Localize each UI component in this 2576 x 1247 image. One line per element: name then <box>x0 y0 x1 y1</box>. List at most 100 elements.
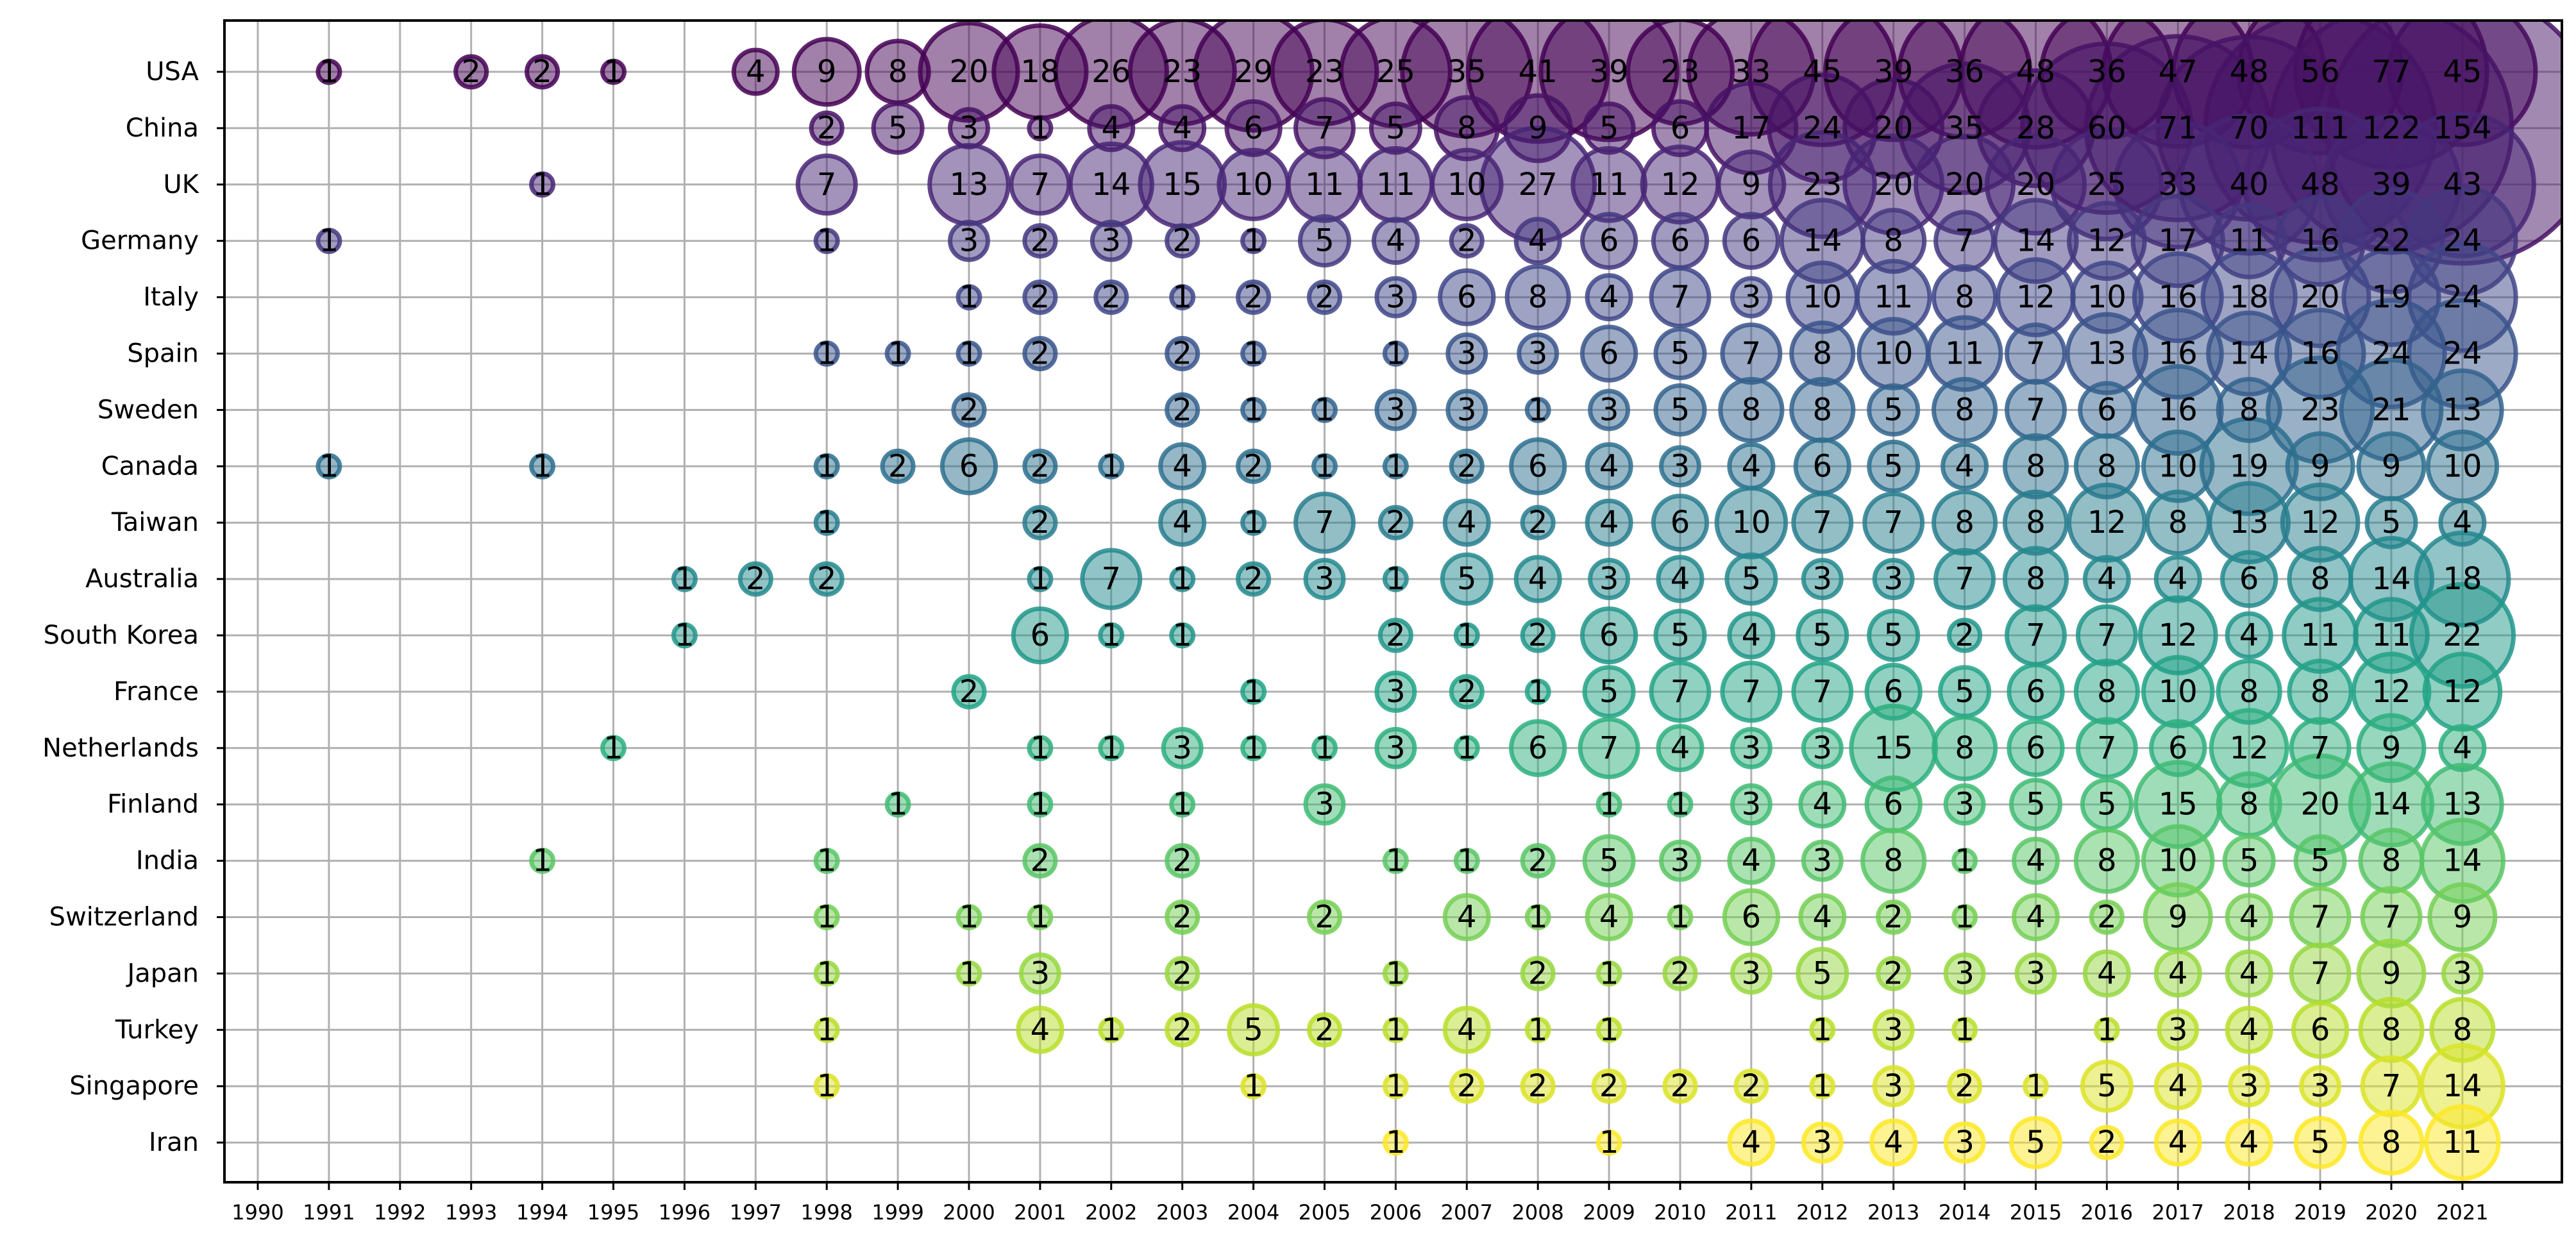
y-tick-label-australia: Australia <box>85 564 199 594</box>
bubble-label-sweden-2005: 1 <box>1315 392 1334 428</box>
bubble-label-uk-2007: 10 <box>1447 167 1486 203</box>
bubble-label-netherlands-1995: 1 <box>603 730 623 766</box>
bubble-label-netherlands-2020: 9 <box>2382 730 2402 766</box>
bubble-usa-1995 <box>600 58 627 85</box>
bubble-taiwan-2012 <box>1791 491 1854 554</box>
bubble-label-canada-1991: 1 <box>319 448 339 484</box>
x-tick-label-2007: 2007 <box>1441 1200 1493 1225</box>
bubble-label-south-korea-2011: 4 <box>1742 617 1762 653</box>
bubble-label-germany-2013: 8 <box>1883 223 1903 259</box>
bubble-japan-2010 <box>1662 955 1698 991</box>
bubble-label-turkey-2016: 1 <box>2097 1012 2117 1048</box>
bubble-label-spain-2009: 6 <box>1599 336 1619 372</box>
bubble-label-canada-1999: 2 <box>888 448 908 484</box>
bubble-label-japan-2000: 1 <box>959 955 979 991</box>
bubble-germany-1998 <box>813 228 840 255</box>
bubble-label-australia-2009: 3 <box>1599 561 1619 597</box>
bubble-label-italy-2011: 3 <box>1742 280 1762 315</box>
bubble-italy-2010 <box>1649 266 1712 329</box>
bubble-finland-2001 <box>1027 791 1054 818</box>
bubble-singapore-2016 <box>2080 1059 2134 1113</box>
y-tick-label-germany: Germany <box>81 226 199 256</box>
bubble-label-spain-2012: 8 <box>1813 336 1833 372</box>
bubble-india-2011 <box>1727 837 1776 885</box>
bubble-india-2012 <box>1801 839 1844 882</box>
bubble-turkey-2008 <box>1524 1016 1551 1043</box>
bubble-label-taiwan-2003: 4 <box>1172 505 1192 540</box>
bubble-label-finland-2020: 14 <box>2371 787 2411 823</box>
bubble-label-south-korea-2016: 7 <box>2097 617 2117 653</box>
bubble-canada-1999 <box>880 448 916 484</box>
bubble-italy-2007 <box>1438 268 1496 326</box>
bubble-australia-2010 <box>1656 555 1705 603</box>
bubble-label-uk-2004: 10 <box>1234 167 1273 203</box>
bubble-germany-1991 <box>316 228 342 255</box>
bubble-label-japan-2017: 4 <box>2168 955 2188 991</box>
bubble-taiwan-2005 <box>1293 491 1356 554</box>
bubble-germany-2008 <box>1513 217 1562 265</box>
bubble-india-2016 <box>2073 828 2140 894</box>
bubble-south-korea-2014 <box>1947 617 1983 653</box>
bubble-label-spain-2007: 3 <box>1457 336 1477 372</box>
bubble-germany-2003 <box>1165 223 1200 259</box>
bubble-netherlands-1995 <box>600 735 627 762</box>
bubble-label-south-korea-2017: 12 <box>2159 617 2198 653</box>
bubble-label-finland-2013: 6 <box>1883 787 1903 823</box>
bubble-india-2001 <box>1022 843 1058 879</box>
bubble-france-2010 <box>1649 660 1712 723</box>
bubble-japan-2014 <box>1943 952 1986 995</box>
bubble-label-usa-1991: 1 <box>319 54 339 90</box>
bubble-label-usa-2004: 29 <box>1234 54 1273 90</box>
bubble-label-uk-2016: 25 <box>2087 167 2126 203</box>
bubble-india-2013 <box>1860 828 1927 894</box>
bubble-label-spain-2021: 24 <box>2443 336 2482 372</box>
bubble-south-korea-2007 <box>1453 622 1480 649</box>
bubble-label-usa-1998: 9 <box>817 54 837 90</box>
bubble-label-singapore-1998: 1 <box>817 1068 837 1104</box>
bubble-label-australia-2011: 5 <box>1742 561 1762 597</box>
bubble-label-japan-1998: 1 <box>817 955 837 991</box>
y-tick-label-france: France <box>114 677 199 707</box>
bubble-finland-1999 <box>884 791 911 818</box>
y-tick-label-iran: Iran <box>149 1128 199 1157</box>
bubble-label-italy-2009: 4 <box>1599 280 1619 315</box>
bubble-label-singapore-2010: 2 <box>1671 1068 1690 1104</box>
bubble-label-netherlands-2014: 8 <box>1955 730 1974 766</box>
bubble-switzerland-2021 <box>2427 882 2498 952</box>
bubble-label-france-2004: 1 <box>1243 674 1263 710</box>
bubble-label-turkey-2018: 4 <box>2239 1012 2259 1048</box>
bubble-label-usa-2015: 48 <box>2016 54 2055 90</box>
bubble-iran-2016 <box>2089 1125 2125 1160</box>
bubble-south-korea-2012 <box>1796 608 1849 662</box>
bubble-label-italy-2001: 2 <box>1031 280 1050 315</box>
bubble-label-china-2012: 24 <box>1803 110 1842 146</box>
bubble-india-2006 <box>1382 848 1409 875</box>
bubble-label-south-korea-2014: 2 <box>1955 617 1974 653</box>
y-tick-label-finland: Finland <box>107 790 199 819</box>
bubble-label-sweden-2004: 1 <box>1243 392 1263 428</box>
bubble-canada-1994 <box>529 453 556 480</box>
bubble-australia-2016 <box>2082 555 2131 603</box>
bubble-label-france-2017: 10 <box>2159 674 2198 710</box>
bubble-australia-2007 <box>1440 552 1494 606</box>
bubble-japan-2000 <box>955 960 982 987</box>
bubble-label-finland-2016: 5 <box>2097 787 2117 823</box>
bubble-label-spain-2006: 1 <box>1386 336 1406 372</box>
bubble-label-netherlands-2015: 6 <box>2026 730 2046 766</box>
bubble-australia-2012 <box>1801 558 1844 601</box>
bubble-label-south-korea-2001: 6 <box>1031 617 1050 653</box>
bubble-india-1994 <box>529 848 556 875</box>
x-tick-label-1991: 1991 <box>303 1200 355 1225</box>
x-tick-label-2012: 2012 <box>1796 1200 1848 1225</box>
bubble-label-japan-2001: 3 <box>1031 955 1050 991</box>
x-tick-label-2009: 2009 <box>1583 1200 1635 1225</box>
bubble-label-netherlands-2021: 4 <box>2453 730 2473 766</box>
bubble-label-south-korea-2020: 11 <box>2371 617 2411 653</box>
bubble-usa-1994 <box>525 54 560 90</box>
bubble-sweden-2007 <box>1445 389 1488 431</box>
bubble-label-australia-2006: 1 <box>1386 561 1406 597</box>
bubble-label-spain-2020: 24 <box>2371 336 2411 372</box>
bubble-label-india-2003: 2 <box>1172 843 1192 879</box>
bubble-australia-2005 <box>1303 558 1346 601</box>
bubble-australia-2003 <box>1169 565 1196 592</box>
